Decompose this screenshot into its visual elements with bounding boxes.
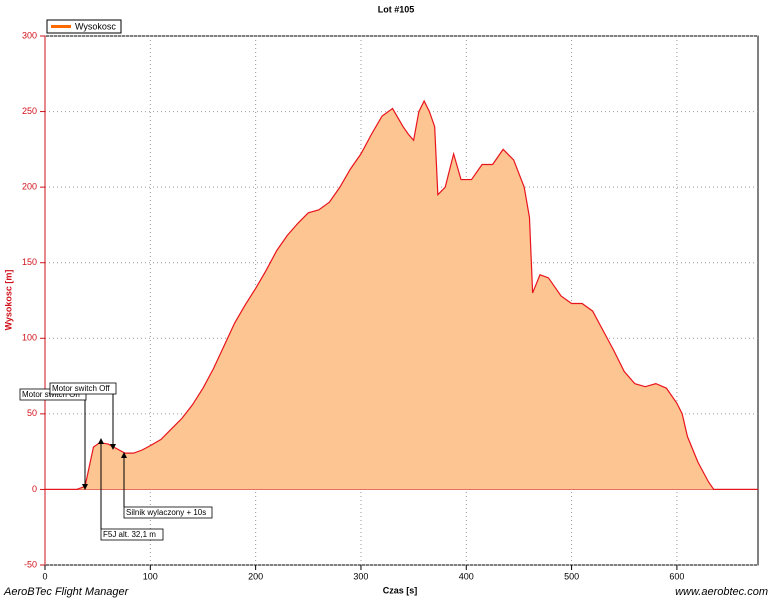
x-tick-label: 600 xyxy=(669,571,684,581)
y-tick-label: 150 xyxy=(22,257,37,267)
x-tick-label: 0 xyxy=(42,571,47,581)
legend-label: Wysokosc xyxy=(75,21,116,31)
x-tick-label: 200 xyxy=(248,571,263,581)
annotation-label: F5J alt. 32,1 m xyxy=(103,530,156,539)
footer-left: AeroBTec Flight Manager xyxy=(3,586,130,598)
annotation-label: Motor switch Off xyxy=(52,384,110,393)
line xyxy=(45,99,758,491)
y-tick-label: 100 xyxy=(22,333,37,343)
x-tick-label: 400 xyxy=(459,571,474,581)
y-tick-label: 0 xyxy=(32,484,37,494)
area xyxy=(45,100,758,490)
annotation-box xyxy=(123,506,213,519)
y-tick-label: 300 xyxy=(22,30,37,40)
y-tick-label: 250 xyxy=(22,106,37,116)
y-tick-label: 50 xyxy=(27,408,37,418)
x-tick-label: 100 xyxy=(143,571,158,581)
legend-box xyxy=(46,19,122,34)
annotation-label: Motor switch On xyxy=(22,390,80,399)
annotation-box xyxy=(49,382,117,395)
y-tick-label: 200 xyxy=(22,182,37,192)
annotation-label: Silnik wylaczony + 10s xyxy=(126,508,206,517)
footer-right: www.aerobtec.com xyxy=(675,586,768,598)
x-tick-label: 500 xyxy=(564,571,579,581)
y-axis-label: Wysokosc [m] xyxy=(3,270,13,331)
y-tick-label: -50 xyxy=(24,559,37,569)
x-tick-label: 300 xyxy=(353,571,368,581)
annotation-box xyxy=(100,528,164,541)
x-axis-label: Czas [s] xyxy=(383,585,418,595)
chart-title: Lot #105 xyxy=(378,4,415,14)
